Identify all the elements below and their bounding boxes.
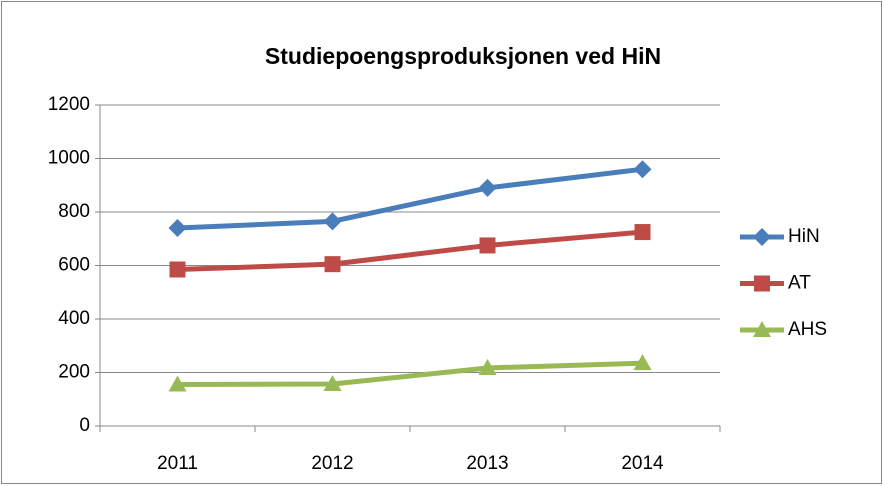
series-line — [177, 229, 643, 273]
x-tick-label: 2011 — [157, 453, 198, 474]
marker — [168, 219, 187, 238]
marker — [323, 375, 342, 392]
marker — [753, 321, 771, 337]
x-tick-label: 2014 — [621, 453, 664, 474]
y-tick-label: 1200 — [48, 94, 90, 115]
x-tick-label: 2013 — [466, 453, 508, 474]
chart-title: Studiepoengsproduksjonen ved HiN — [265, 43, 661, 69]
legend-label: AT — [788, 273, 811, 294]
y-tick-label: 1000 — [48, 148, 90, 169]
series-line — [177, 360, 643, 388]
legend-label: HiN — [788, 226, 820, 247]
legend-label: AHS — [788, 319, 827, 340]
marker — [754, 275, 770, 292]
marker — [753, 228, 771, 246]
marker — [169, 261, 186, 278]
x-tick-label: 2012 — [311, 453, 353, 474]
marker — [324, 256, 341, 273]
marker — [323, 212, 342, 231]
marker — [478, 178, 497, 197]
y-tick-label: 400 — [58, 308, 90, 329]
y-tick-label: 0 — [79, 415, 90, 436]
y-tick-label: 200 — [58, 362, 90, 383]
marker — [634, 224, 651, 241]
marker — [479, 237, 496, 254]
y-tick-label: 800 — [58, 201, 90, 222]
marker — [633, 160, 652, 179]
marker — [633, 354, 652, 371]
marker — [168, 375, 187, 392]
marker — [478, 358, 497, 375]
y-tick-label: 600 — [58, 255, 90, 276]
series-line — [177, 166, 643, 231]
